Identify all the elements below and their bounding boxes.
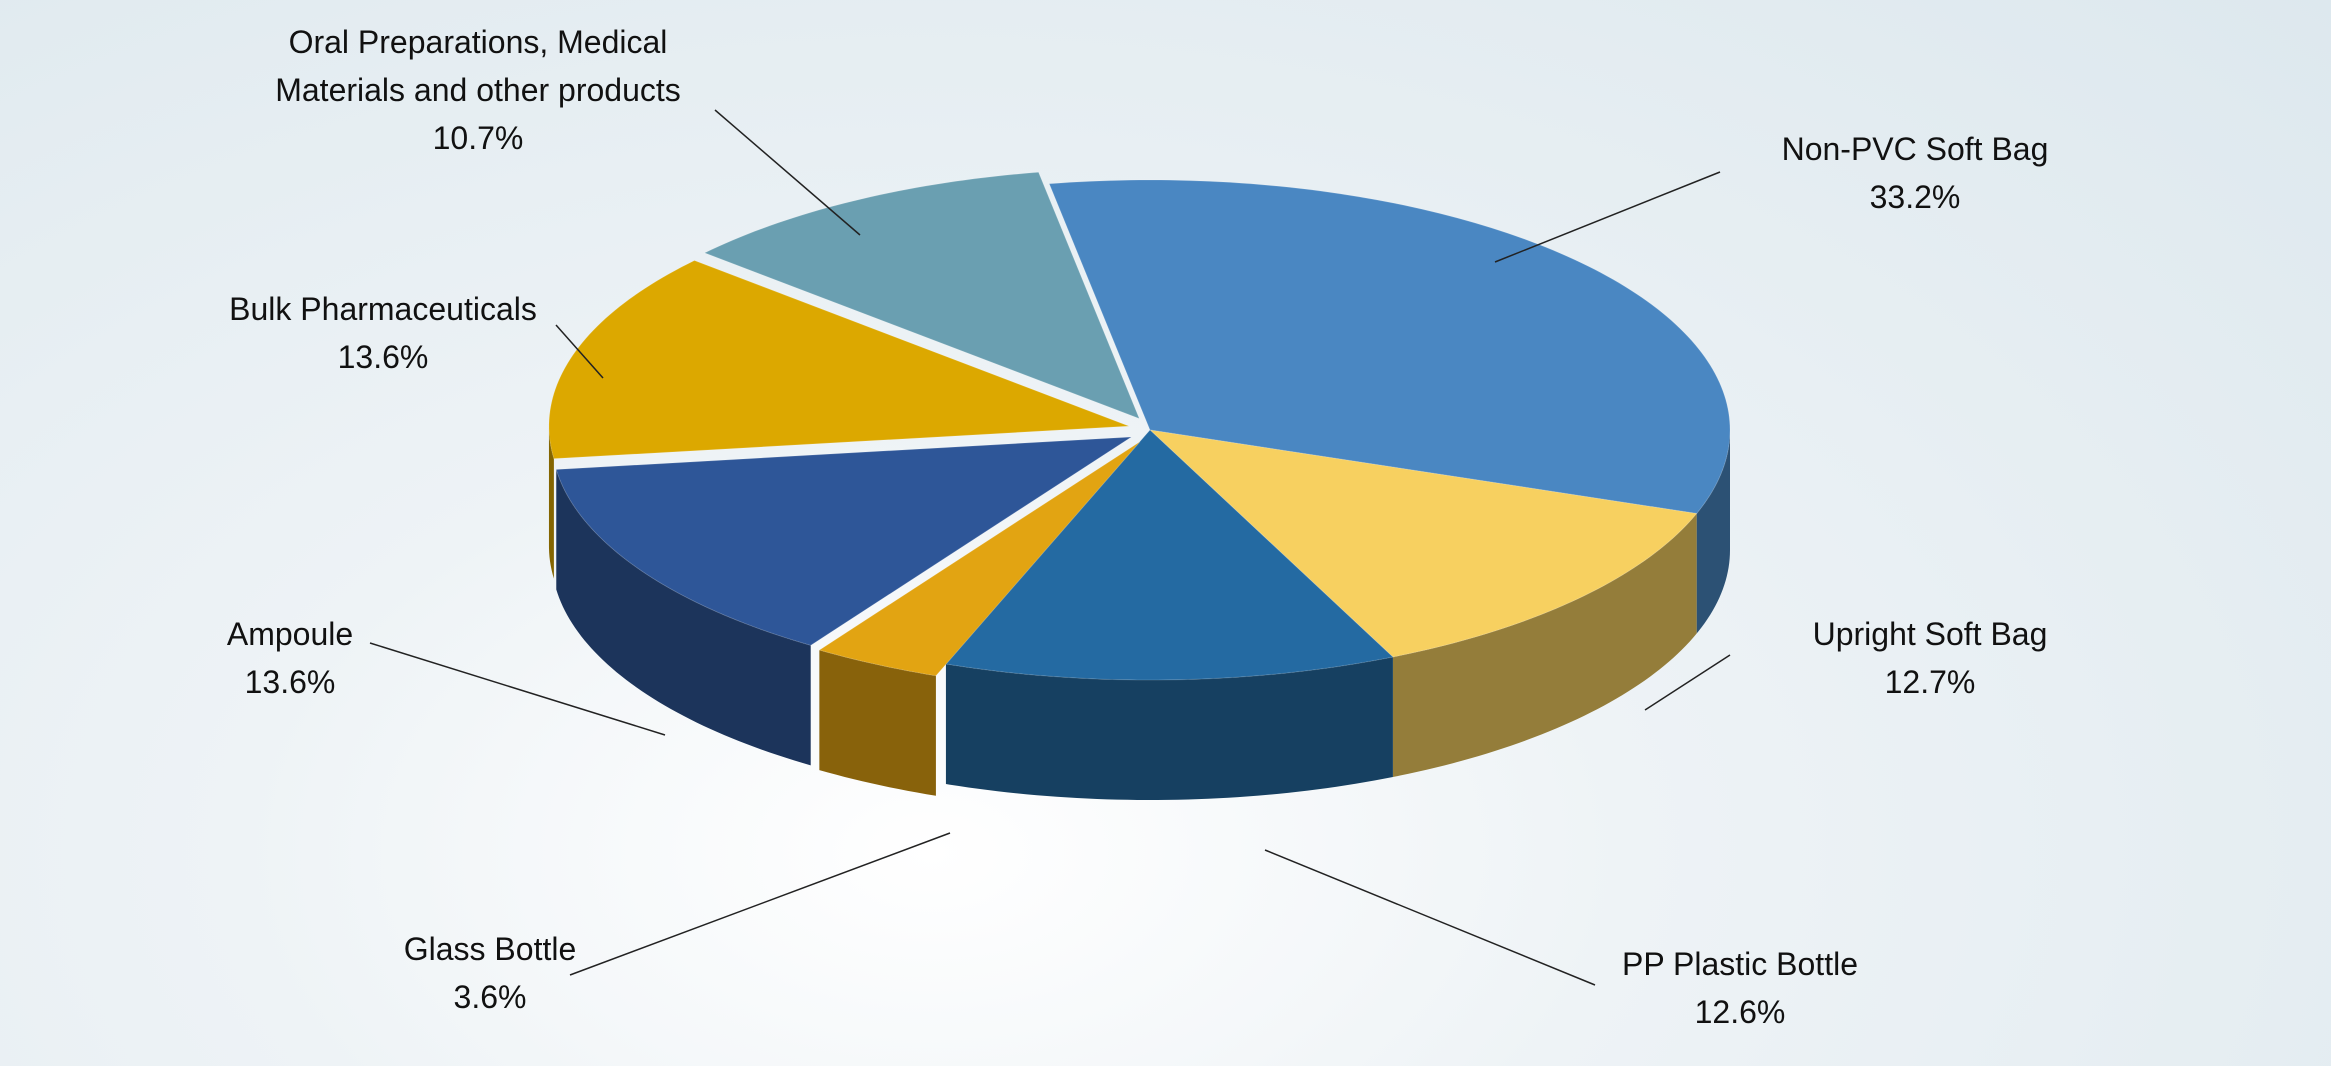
value-label: 33.2%: [1782, 173, 2049, 221]
leader-line: [1265, 850, 1595, 985]
value-label: 10.7%: [238, 114, 718, 162]
category-label: Non-PVC Soft Bag: [1782, 125, 2049, 173]
category-label: Glass Bottle: [404, 925, 577, 973]
leader-line: [570, 833, 950, 975]
value-label: 12.6%: [1622, 988, 1858, 1036]
category-label: PP Plastic Bottle: [1622, 940, 1858, 988]
leader-line: [715, 110, 860, 235]
value-label: 12.7%: [1813, 658, 2048, 706]
slice-tops: [549, 172, 1730, 680]
leader-line: [1495, 172, 1720, 262]
category-label: Bulk Pharmaceuticals: [229, 285, 537, 333]
category-label: Oral Preparations, Medical Materials and…: [238, 18, 718, 114]
page: (() => { const data = JSON.parse(documen…: [0, 0, 2331, 1066]
value-label: 13.6%: [229, 333, 537, 381]
category-label: Upright Soft Bag: [1813, 610, 2048, 658]
data-label: Oral Preparations, Medical Materials and…: [238, 18, 718, 162]
value-label: 3.6%: [404, 973, 577, 1021]
value-label: 13.6%: [227, 658, 353, 706]
category-label: Ampoule: [227, 610, 353, 658]
